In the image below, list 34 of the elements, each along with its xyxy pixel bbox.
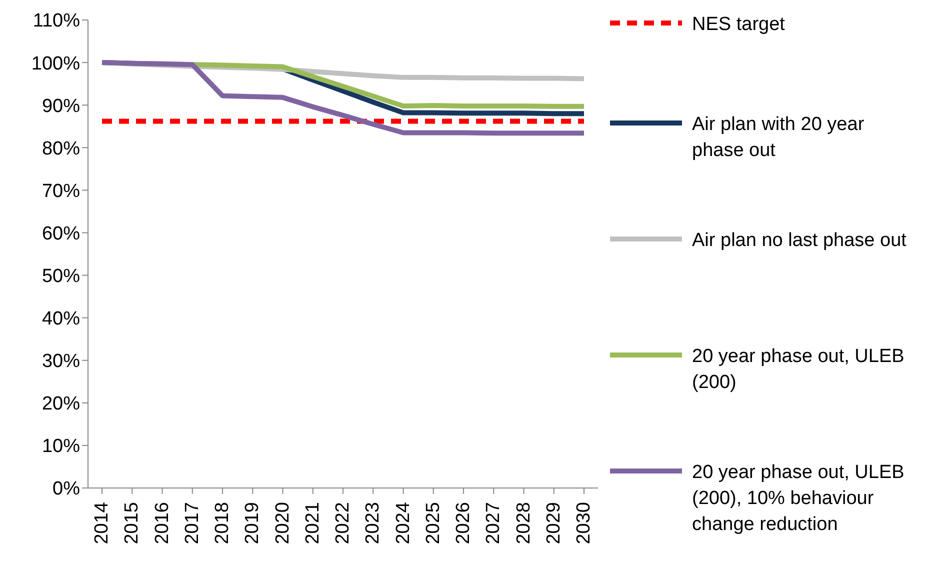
- legend-label: 20 year phase out, ULEB (200), 10% behaviour change reduction: [692, 461, 906, 537]
- x-tick-label: 2022: [332, 502, 354, 544]
- x-tick-label: 2030: [574, 502, 594, 544]
- y-tick-label: 110%: [32, 10, 80, 32]
- y-tick-label: 30%: [42, 351, 80, 372]
- legend-label: 20 year phase out, ULEB (200): [692, 345, 906, 395]
- x-tick-label: 2014: [92, 502, 112, 544]
- x-tick-label: 2016: [152, 502, 173, 544]
- x-tick-label: 2026: [453, 502, 474, 544]
- x-tick-label: 2023: [362, 502, 384, 544]
- y-tick-label: 10%: [42, 436, 80, 458]
- x-tick-label: 2029: [543, 502, 564, 544]
- y-tick-label: 0%: [52, 478, 80, 500]
- y-tick-label: 20%: [42, 394, 80, 415]
- x-tick-label: 2021: [302, 502, 324, 544]
- legend-label: Air plan with 20 year phase out: [692, 113, 866, 163]
- legend-label: NES target: [692, 13, 786, 37]
- x-tick-label: 2019: [242, 502, 264, 544]
- y-tick-label: 40%: [42, 308, 80, 330]
- y-tick-label: 80%: [42, 138, 80, 160]
- x-tick-label: 2025: [422, 502, 444, 544]
- y-tick-label: 60%: [42, 223, 80, 244]
- x-tick-label: 2020: [272, 502, 294, 544]
- x-tick-label: 2028: [513, 502, 534, 544]
- x-tick-label: 2027: [483, 502, 504, 544]
- x-tick-label: 2017: [182, 502, 203, 544]
- y-tick-label: 70%: [42, 180, 80, 202]
- x-tick-label: 2015: [122, 502, 143, 544]
- y-tick-label: 90%: [42, 96, 80, 117]
- x-tick-label: 2024: [392, 502, 414, 544]
- y-tick-label: 50%: [42, 266, 80, 288]
- legend-label: Air plan no last phase out: [692, 229, 908, 253]
- y-tick-label: 100%: [31, 53, 80, 74]
- x-tick-label: 2018: [212, 502, 233, 544]
